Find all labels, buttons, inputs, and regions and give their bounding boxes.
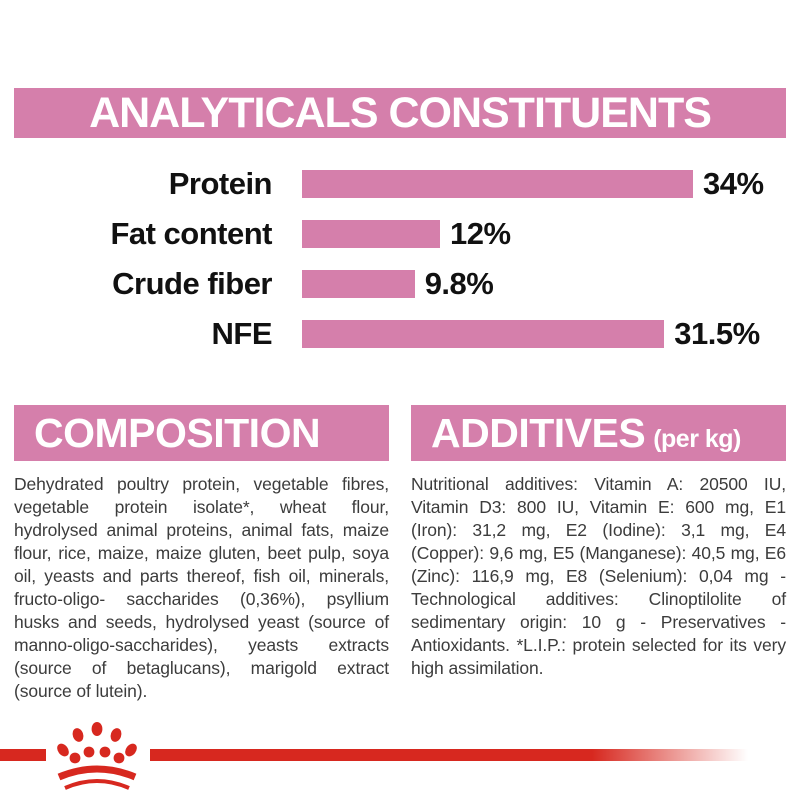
additives-text: Nutritional additives: Vitamin A: 20500 … [411,474,786,678]
chart-row: Crude fiber 9.8% [0,259,800,309]
chart-bar [302,220,440,248]
chart-row: Protein 34% [0,159,800,209]
additives-header-banner: ADDITIVES (per kg) [411,405,786,461]
royal-canin-crown-icon [57,722,137,790]
chart-category-label: Protein [168,166,273,201]
composition-text: Dehydrated poultry protein, vegetable fi… [14,474,389,701]
chart-value-label: 34% [703,166,764,201]
chart-value-label: 9.8% [424,266,494,301]
chart-row: NFE 31.5% [0,309,800,359]
chart-bar [302,320,665,348]
chart-bar [302,170,693,198]
additives-title-suffix: (per kg) [653,425,741,453]
composition-header-banner: COMPOSITION [14,405,389,461]
chart-bar [302,270,415,298]
chart-category-label: Crude fiber [112,266,272,301]
analyticals-header-banner: ANALYTICALS CONSTITUENTS [14,88,786,138]
chart-category-label: NFE [211,316,273,351]
chart-value-label: 12% [450,216,511,251]
composition-section: COMPOSITION Dehydrated poultry protein, … [14,405,389,703]
analytical-constituents-bar-chart: Protein 34% Fat content 12% Crude fiber 9.8% N… [0,159,800,359]
chart-value-label: 31.5% [674,316,760,351]
analyticals-title: ANALYTICALS CONSTITUENTS [89,88,712,137]
chart-row: Fat content 12% [0,209,800,259]
footer-red-stripe-left [0,749,46,761]
chart-category-label: Fat content [110,216,272,251]
info-columns: COMPOSITION Dehydrated poultry protein, … [14,405,786,703]
additives-section: ADDITIVES (per kg) Nutritional additives:… [411,405,786,703]
composition-title: COMPOSITION [34,410,321,456]
additives-title: ADDITIVES [431,410,646,456]
footer-red-stripe-right-fading [150,749,800,761]
